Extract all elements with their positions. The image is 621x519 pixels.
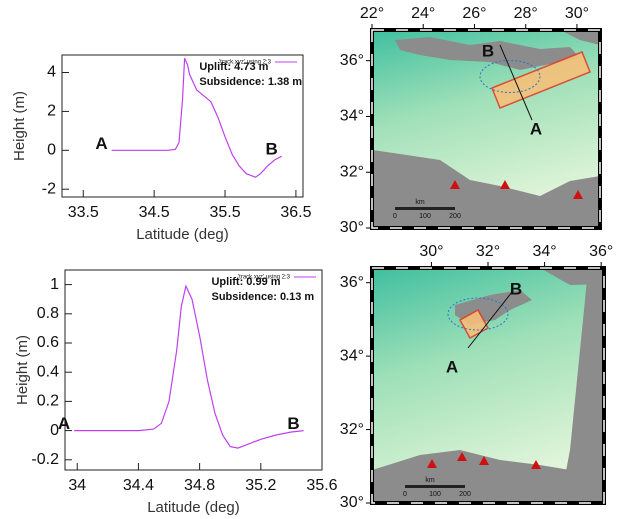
figure: 33.5 34.5 35.5 36.5 -2 0 2 4 Latitude (deg) Heigh…	[0, 0, 621, 519]
x-tick-label: 22°	[360, 5, 384, 22]
scale-tick-label: 200	[449, 213, 461, 220]
y-tick-label: 34°	[340, 108, 364, 125]
annotation: Uplift: 0.99 m	[211, 276, 280, 288]
annotation: Subsidence: 0.13 m	[211, 291, 314, 303]
x-tick-label: 34	[68, 477, 86, 494]
point-label: B	[482, 41, 494, 60]
y-tick-label: 0.2	[37, 393, 59, 410]
y-tick-label: 2	[47, 103, 56, 120]
scale-bar	[405, 485, 465, 488]
y-tick-label: 36°	[340, 52, 364, 69]
annotation: Subsidence: 1.38 m	[199, 76, 302, 88]
x-tick-label: 36°	[589, 243, 613, 260]
y-tick-label: -2	[42, 180, 56, 197]
x-tick-label: 24°	[411, 5, 435, 22]
y-tick-label: 4	[47, 64, 56, 81]
y-tick-label: 30°	[340, 219, 364, 236]
x-tick-label: 36.5	[280, 204, 311, 221]
scale-tick-label: 0	[403, 491, 407, 498]
x-tick-label: 34.5	[139, 204, 170, 221]
y-tick-label: 36°	[340, 274, 364, 291]
y-tick-label: 0.4	[37, 363, 59, 380]
x-axis-label: Latitude (deg)	[147, 499, 240, 516]
data-line	[74, 286, 303, 448]
scale-tick-label: 0	[393, 213, 397, 220]
y-tick-label: 32°	[340, 421, 364, 438]
x-tick-label: 35.5	[209, 204, 240, 221]
y-tick-label: 0.8	[37, 305, 59, 322]
x-tick-label: 30°	[565, 5, 589, 22]
x-tick-label: 33.5	[68, 204, 99, 221]
y-tick-label: 30°	[340, 494, 364, 511]
point-label: A	[58, 414, 70, 433]
y-tick-label: 0.6	[37, 334, 59, 351]
x-tick-label: 35.2	[245, 477, 276, 494]
x-tick-label: 30°	[419, 243, 443, 260]
x-tick-label: 28°	[514, 5, 538, 22]
point-label: A	[446, 357, 458, 376]
x-tick-label: 35.6	[306, 477, 337, 494]
scale-unit: km	[425, 477, 435, 484]
scale-tick-label: 100	[419, 213, 431, 220]
y-tick-label: 0	[47, 142, 56, 159]
scale-unit: km	[415, 199, 425, 206]
point-label: A	[530, 119, 542, 138]
y-tick-label: -0.2	[31, 451, 59, 468]
annotation: Uplift: 4.73 m	[199, 61, 268, 73]
point-label: A	[95, 134, 107, 153]
x-tick-label: 32°	[476, 243, 500, 260]
scale-bar	[395, 207, 455, 210]
point-label: B	[287, 414, 299, 433]
x-tick-label: 34°	[532, 243, 556, 260]
y-axis-label: Height (m)	[14, 335, 31, 405]
point-label: B	[265, 140, 277, 159]
y-tick-label: 32°	[340, 163, 364, 180]
y-axis-label: Height (m)	[11, 91, 28, 161]
x-tick-label: 34.4	[123, 477, 154, 494]
x-tick-label: 26°	[462, 5, 486, 22]
x-tick-label: 34.8	[184, 477, 215, 494]
y-tick-label: 34°	[340, 347, 364, 364]
x-axis-label: Latitude (deg)	[136, 226, 229, 243]
y-tick-label: 1	[50, 276, 59, 293]
point-label: B	[510, 279, 522, 298]
scale-tick-label: 200	[459, 491, 471, 498]
scale-tick-label: 100	[429, 491, 441, 498]
